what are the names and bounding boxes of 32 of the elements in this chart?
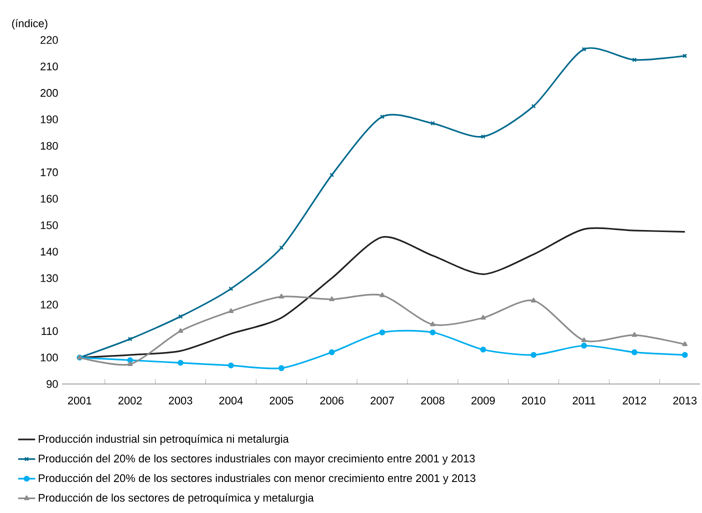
legend-label: Producción del 20% de los sectores industriales con menor crecimiento entre 2001 y 2013: [38, 474, 476, 484]
y-tick-label: 160: [40, 194, 58, 203]
y-tick-label: 120: [40, 300, 58, 308]
x-tick-label: 2002: [118, 396, 142, 404]
y-tick-label: 90: [46, 380, 58, 388]
x-tick-label: 2007: [370, 396, 394, 404]
x-tick-label: 2003: [168, 396, 192, 404]
x-tick-label: 2008: [421, 396, 444, 404]
y-tick-label: 130: [40, 274, 58, 282]
y-tick-label: 100: [40, 354, 58, 362]
y-tick-label: 220: [40, 36, 58, 44]
y-tick-label: 110: [42, 327, 58, 335]
y-tick-label: 200: [40, 89, 58, 97]
x-tick-label: 2005: [270, 396, 294, 404]
legend-label: Producción de los sectores de petroquímica y metalurgia: [38, 494, 314, 504]
x-tick-label: 2009: [471, 396, 495, 404]
x-tick-label: 2012: [622, 396, 646, 404]
y-tick-label: 140: [40, 248, 58, 256]
x-tick-label: 2006: [320, 396, 344, 404]
y-tick-label: 210: [40, 62, 58, 70]
y-tick-label: 170: [40, 168, 58, 176]
x-tick-label: 2013: [673, 396, 697, 404]
x-tick-label: 2004: [219, 396, 243, 404]
x-tick-label: 2011: [572, 396, 596, 404]
legend-label: Producción del 20% de los sectores industriales con mayor crecimiento entre 2001 y 2013: [38, 454, 475, 465]
legend-label: Producción industrial sin petroquímica ni metalurgia: [38, 434, 289, 445]
x-tick-label: 2010: [522, 396, 546, 404]
y-tick-label: 190: [40, 116, 58, 124]
y-axis-title: (índice): [12, 19, 48, 30]
y-tick-label: 180: [40, 142, 58, 150]
y-tick-label: 150: [40, 221, 58, 230]
x-tick-label: 2001: [68, 396, 92, 404]
